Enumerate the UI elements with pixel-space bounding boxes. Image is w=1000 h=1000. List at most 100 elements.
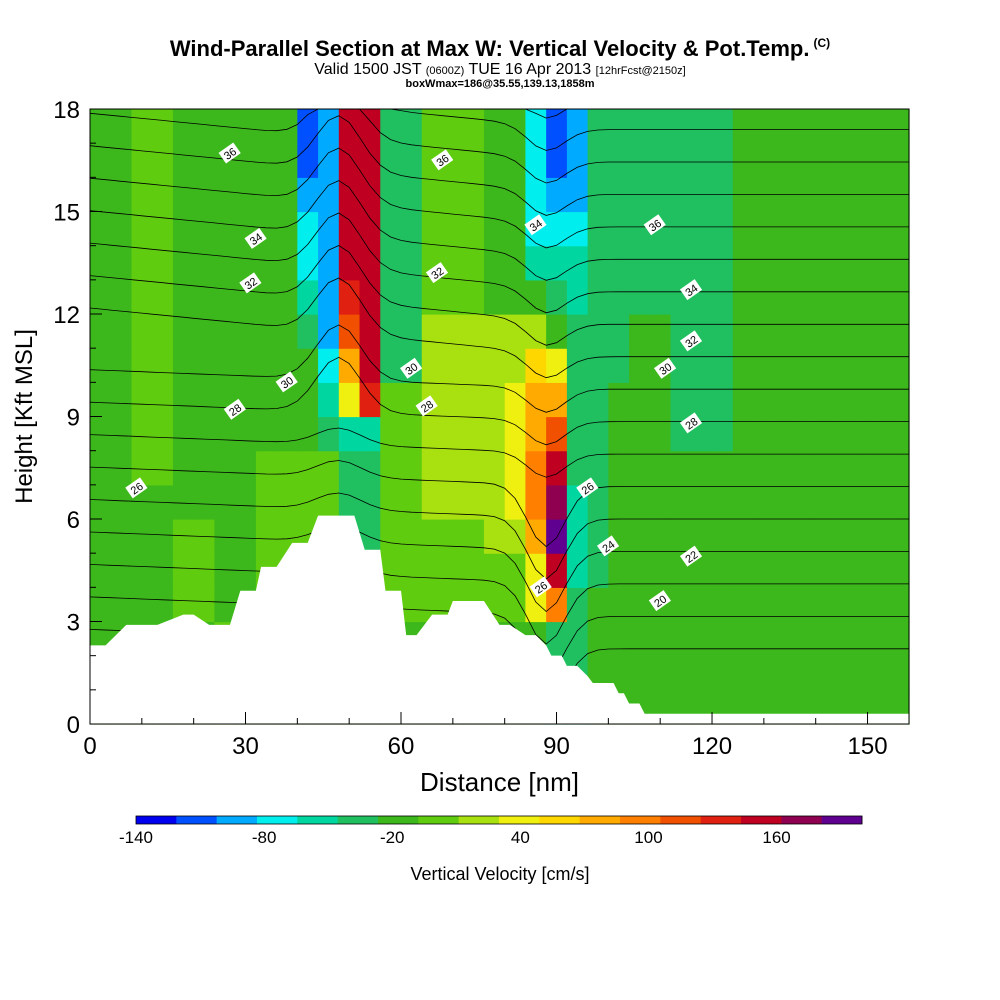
velocity-cell [504,519,527,554]
velocity-cell [898,484,910,520]
velocity-cell [131,553,153,588]
velocity-cell [877,484,900,520]
velocity-cell [152,519,174,554]
x-tick-label: 30 [232,733,259,760]
velocity-cell [318,348,340,383]
velocity-cell [794,348,817,383]
velocity-cell [401,416,423,452]
box-wmax-line: boxWmax=186@35.55,139.13,1858m [405,78,595,90]
velocity-cell [193,382,216,418]
velocity-cell [463,348,485,383]
velocity-cell [712,450,734,486]
velocity-cell [255,314,278,349]
velocity-cell [359,177,381,213]
velocity-cell [649,621,672,657]
isentrope-line [89,524,909,613]
velocity-cell [380,143,402,178]
velocity-cell [794,314,817,349]
velocity-cell [670,655,692,691]
velocity-cell [235,245,257,281]
colorbar-swatch [781,816,823,824]
y-tick-label: 9 [67,405,80,432]
velocity-cell [276,314,298,349]
velocity-cell [172,519,195,554]
velocity-cell [753,348,775,383]
velocity-cell [318,382,340,418]
velocity-cell [90,314,112,349]
velocity-cell [877,382,900,418]
velocity-cell [629,348,651,383]
y-tick-label: 3 [67,610,80,637]
velocity-cell [504,553,527,588]
y-tick-label: 15 [53,200,80,227]
velocity-cell [255,245,278,281]
velocity-cell [421,416,444,452]
velocity-cell [172,211,195,247]
velocity-cell [898,382,910,418]
velocity-cell [691,109,713,144]
velocity-cell [898,348,910,383]
contour-label-text: 28 [683,416,700,433]
velocity-cell [877,553,900,588]
velocity-cell [774,655,796,691]
colorbar-swatch [337,816,379,824]
velocity-cell [732,109,755,144]
velocity-cell [152,279,174,315]
y-axis: 0 3 6 9 12 15 18 [53,97,102,739]
contour-label-text: 32 [683,334,700,351]
isentrope-line [89,557,909,645]
x-tick-label: 150 [848,733,888,760]
colorbar-swatch [700,816,742,824]
chart-subtitle: Valid 1500 JST (0600Z) TUE 16 Apr 2013 [… [0,61,1000,79]
velocity-cell [318,484,340,520]
velocity-cell [670,450,692,486]
velocity-cell [753,211,775,247]
velocity-cell [857,450,879,486]
velocity-cell [504,211,527,247]
velocity-cell [857,314,879,349]
velocity-cell [276,211,298,247]
velocity-cell [504,177,527,213]
velocity-cell [525,416,547,452]
velocity-cell [172,382,195,418]
velocity-cell [359,450,381,486]
velocity-cell [691,450,713,486]
velocity-cell [587,553,609,588]
velocity-cell [338,245,361,281]
velocity-cell [608,143,630,178]
contour-label: 34 [524,214,547,236]
velocity-cell [193,279,216,315]
velocity-cell [877,587,900,623]
velocity-cell [442,279,464,315]
colorbar-swatch [216,816,258,824]
velocity-cell [421,450,444,486]
velocity-cell [172,279,195,315]
velocity-cell [691,245,713,281]
colorbar-swatch [821,816,863,824]
velocity-cell [504,382,527,418]
velocity-cell [401,519,423,554]
contour-label-text: 30 [657,361,674,378]
velocity-cell [483,553,506,588]
velocity-cell [857,279,879,315]
velocity-cell [525,450,547,486]
velocity-cell [359,314,381,349]
velocity-cell [463,416,485,452]
velocity-cell [546,177,568,213]
velocity-cell [525,245,547,281]
velocity-cell [608,655,630,691]
contour-label-text: 36 [222,146,239,163]
y-tick-label: 0 [67,712,80,739]
velocity-cell [131,109,153,144]
velocity-cell [276,484,298,520]
colorbar: -140 -80 -20 40 100 160 [119,815,863,847]
velocity-cell [276,109,298,144]
contour-label: 36 [643,214,666,236]
velocity-cell [421,484,444,520]
velocity-cell [712,314,734,349]
velocity-cell [297,211,319,247]
isentrope-line [89,212,909,314]
valid-utc: (0600Z) [425,65,465,77]
isentrope-line [89,277,909,379]
velocity-cell [587,314,609,349]
